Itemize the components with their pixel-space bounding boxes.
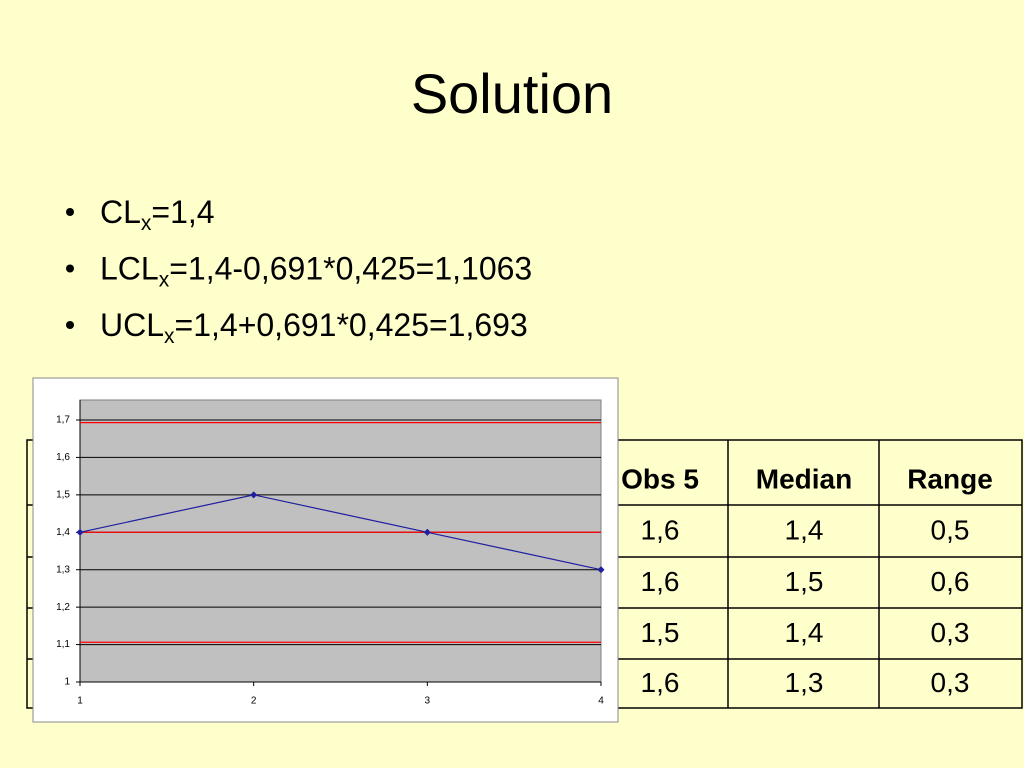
table-cell: 0,6	[931, 566, 970, 597]
bullet-sub: x	[164, 325, 175, 348]
bullet-dot	[66, 264, 74, 273]
bullet-text: LCLx=1,4-0,691*0,425=1,1063	[100, 251, 532, 292]
table-cell: 1,6	[641, 514, 680, 545]
table-header: Range	[907, 463, 993, 494]
bullet-rest: =1,4+0,691*0,425=1,693	[175, 307, 528, 343]
table-cell: 1,5	[785, 566, 824, 597]
bullet-main: UCL	[100, 307, 164, 343]
bullet-dot	[66, 321, 74, 329]
y-tick-label: 1,3	[56, 564, 70, 575]
bullet-sub: x	[141, 212, 152, 235]
table-cell: 1,4	[785, 617, 824, 648]
bullet-main: LCL	[100, 251, 159, 287]
table-header: Obs 5	[621, 463, 699, 494]
table-cell: 1,5	[641, 617, 680, 648]
point	[250, 491, 258, 499]
plot-area	[79, 399, 602, 683]
table-cell: 1,3	[785, 667, 824, 698]
table-header: Median	[756, 463, 852, 494]
bullet-rest: =1,4	[151, 194, 214, 230]
point	[423, 528, 431, 536]
slide-title: Solution	[411, 62, 613, 125]
point	[597, 566, 605, 574]
series-line	[79, 494, 602, 571]
y-tick-label: 1,5	[56, 489, 70, 500]
table-cell: 1,6	[641, 566, 680, 597]
y-tick-label: 1,6	[56, 452, 70, 463]
x-tick-label: 3	[425, 696, 431, 707]
point	[76, 528, 84, 536]
bullet-rest: =1,4-0,691*0,425=1,1063	[169, 251, 532, 287]
y-tick-label: 1,4	[56, 527, 70, 538]
y-tick-label: 1,1	[56, 639, 70, 650]
bullet-sub: x	[159, 269, 170, 292]
table-cell: 0,3	[931, 617, 970, 648]
table-cell: 1,4	[785, 514, 824, 545]
table-cell: 0,3	[931, 667, 970, 698]
y-tick-label: 1,7	[56, 415, 70, 426]
bullet-main: CL	[100, 194, 141, 230]
bullet-text: CLx=1,4	[100, 194, 215, 235]
x-tick-label: 1	[77, 696, 83, 707]
x-tick-label: 4	[598, 696, 604, 707]
table-cell: 1,6	[641, 667, 680, 698]
bullet-text: UCLx=1,4+0,691*0,425=1,693	[100, 307, 528, 348]
y-tick-label: 1,2	[56, 602, 70, 613]
x-tick-label: 2	[251, 696, 257, 707]
bullet-dot	[66, 208, 74, 216]
y-tick-label: 1	[64, 677, 70, 688]
table-cell: 0,5	[931, 514, 970, 545]
